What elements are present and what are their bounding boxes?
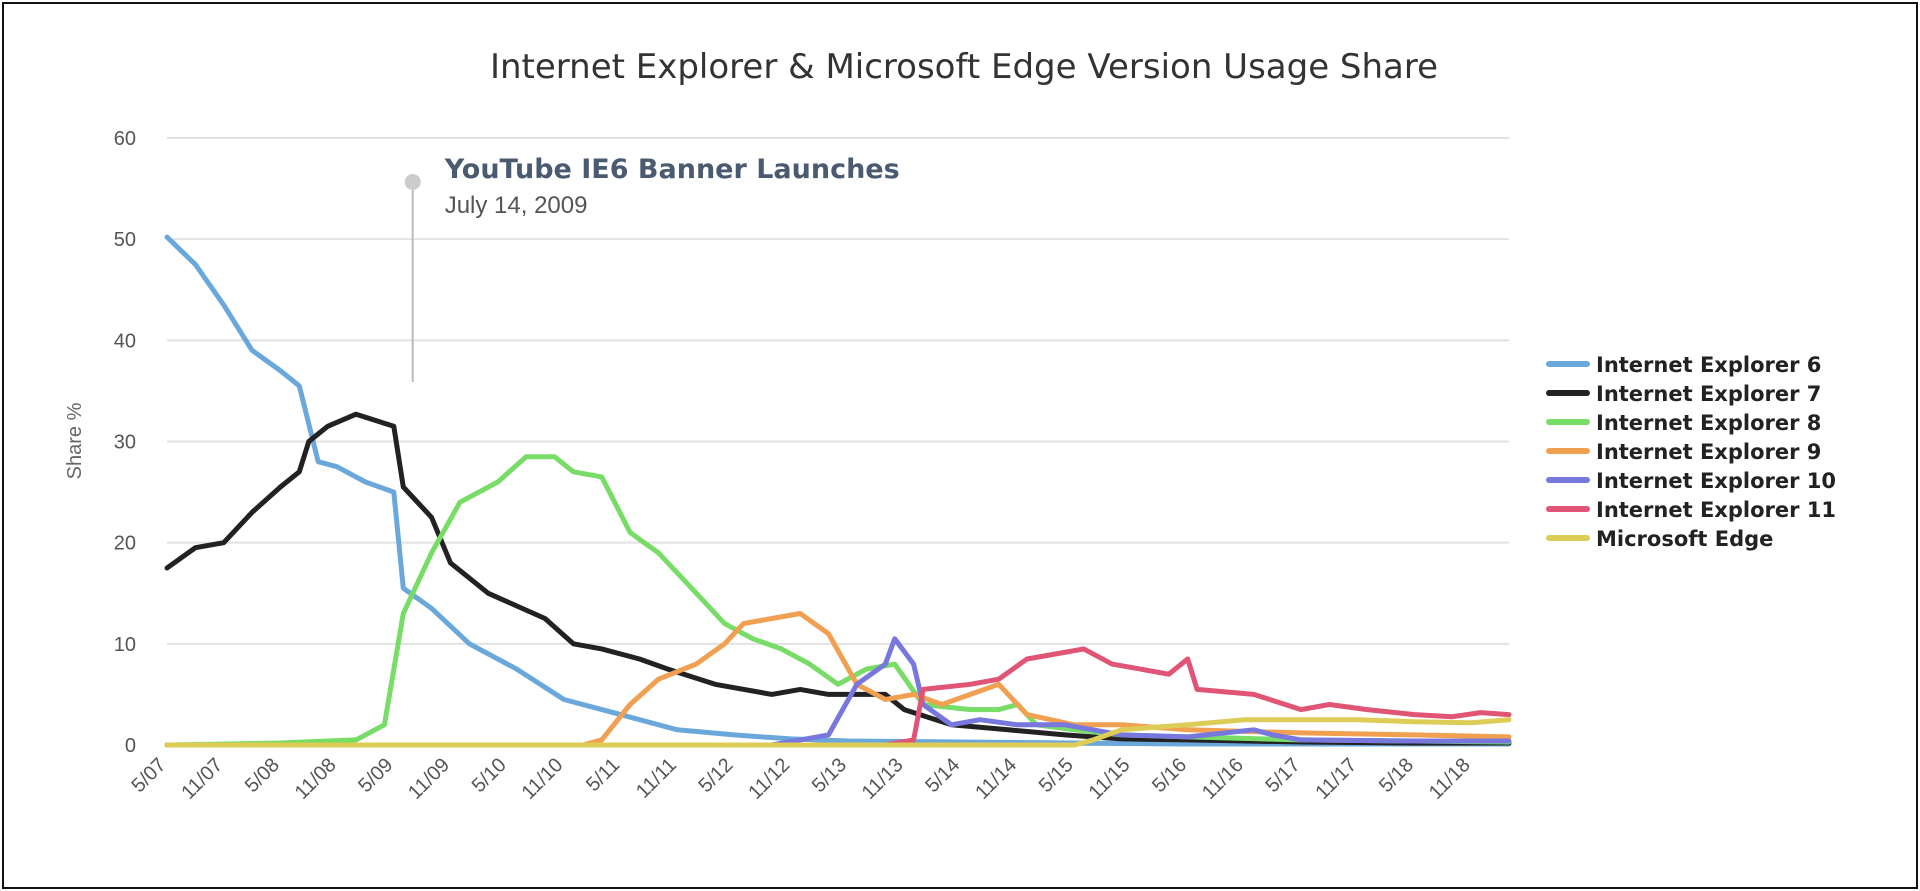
annotation-marker bbox=[404, 174, 421, 190]
grid-lines bbox=[167, 137, 1509, 746]
annotation-title: YouTube IE6 Banner Launches bbox=[444, 154, 900, 185]
x-tick-label: 5/07 bbox=[127, 754, 170, 797]
x-tick-label: 11/15 bbox=[1085, 754, 1135, 804]
legend-label-internet-explorer-7: Internet Explorer 7 bbox=[1596, 382, 1821, 406]
legend-label-internet-explorer-8: Internet Explorer 8 bbox=[1596, 411, 1821, 435]
x-tick-label: 11/17 bbox=[1311, 754, 1361, 804]
x-tick-label: 5/18 bbox=[1375, 754, 1418, 797]
y-tick-label: 40 bbox=[114, 330, 136, 352]
chart-svg: Internet Explorer & Microsoft Edge Versi… bbox=[64, 47, 1836, 804]
series-line-internet-explorer-9 bbox=[164, 611, 1512, 748]
x-tick-label: 5/12 bbox=[694, 754, 737, 797]
y-tick-label: 60 bbox=[114, 128, 136, 150]
x-tick-label: 11/13 bbox=[858, 754, 908, 804]
y-tick-label: 20 bbox=[114, 533, 136, 555]
x-tick-labels: 5/07 11/07 5/08 11/08 5/09 11/09 5/10 11/10 5/11… bbox=[127, 754, 1474, 804]
x-tick-label: 5/11 bbox=[582, 754, 624, 796]
series-line-internet-explorer-6 bbox=[164, 234, 1512, 747]
x-tick-label: 5/08 bbox=[241, 754, 284, 797]
x-tick-label: 11/07 bbox=[177, 754, 227, 804]
x-tick-label: 11/14 bbox=[971, 754, 1021, 804]
x-tick-label: 11/12 bbox=[744, 754, 794, 804]
x-tick-label: 11/10 bbox=[518, 754, 568, 804]
x-tick-label: 5/15 bbox=[1035, 754, 1078, 797]
x-tick-label: 5/17 bbox=[1262, 754, 1305, 797]
x-tick-label: 5/09 bbox=[354, 754, 397, 797]
legend-label-internet-explorer-11: Internet Explorer 11 bbox=[1596, 498, 1836, 522]
y-tick-labels: 0 10 20 30 40 50 60 bbox=[114, 128, 136, 757]
annotation: YouTube IE6 Banner Launches July 14, 200… bbox=[404, 154, 900, 382]
series-line-internet-explorer-7 bbox=[164, 411, 1512, 746]
x-tick-label: 11/09 bbox=[404, 754, 454, 804]
x-tick-label: 5/14 bbox=[921, 754, 964, 797]
x-tick-label: 11/16 bbox=[1198, 754, 1248, 804]
x-tick-label: 5/13 bbox=[808, 754, 851, 797]
x-tick-label: 11/11 bbox=[632, 754, 681, 803]
x-tick-label: 5/10 bbox=[468, 754, 511, 797]
x-tick-label: 5/16 bbox=[1148, 754, 1191, 797]
x-tick-label: 11/08 bbox=[291, 754, 341, 804]
series-line-internet-explorer-8 bbox=[164, 454, 1512, 748]
y-tick-label: 10 bbox=[114, 634, 136, 656]
legend-label-microsoft-edge: Microsoft Edge bbox=[1596, 527, 1773, 551]
series-line-internet-explorer-11 bbox=[164, 646, 1512, 748]
y-axis-label: Share % bbox=[64, 402, 86, 479]
legend-label-internet-explorer-10: Internet Explorer 10 bbox=[1596, 469, 1836, 493]
series-line-microsoft-edge bbox=[164, 717, 1512, 748]
legend-label-internet-explorer-6: Internet Explorer 6 bbox=[1596, 353, 1821, 377]
y-tick-label: 50 bbox=[114, 229, 136, 251]
x-tick-label: 11/18 bbox=[1425, 754, 1475, 804]
legend-label-internet-explorer-9: Internet Explorer 9 bbox=[1596, 440, 1821, 464]
series-line-internet-explorer-10 bbox=[164, 636, 1512, 748]
y-tick-label: 30 bbox=[114, 432, 136, 454]
legend: Internet Explorer 6 Internet Explorer 7 In… bbox=[1546, 353, 1836, 551]
y-tick-label: 0 bbox=[125, 735, 136, 757]
chart-title: Internet Explorer & Microsoft Edge Versi… bbox=[490, 47, 1438, 87]
series-lines bbox=[164, 234, 1512, 748]
annotation-date: July 14, 2009 bbox=[445, 192, 588, 219]
